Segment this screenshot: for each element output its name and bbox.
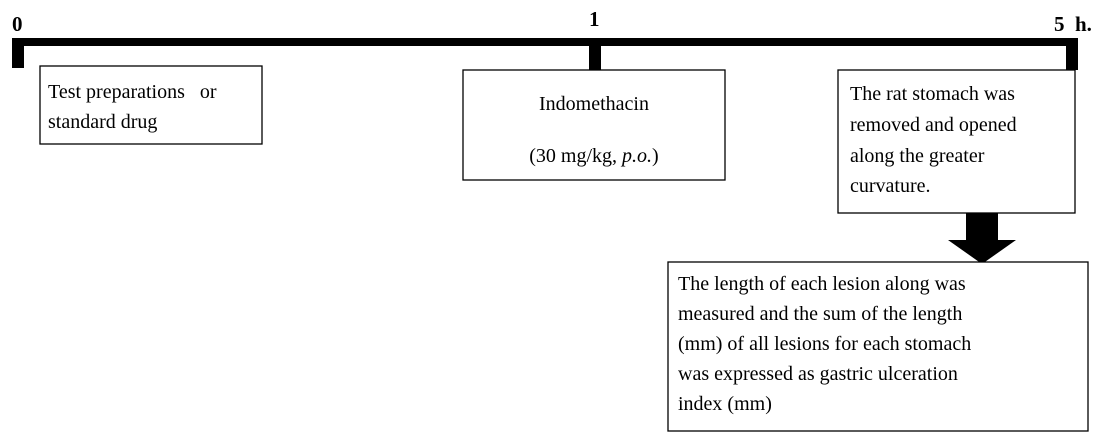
box	[667, 261, 1089, 432]
box	[837, 69, 1076, 214]
box-text: was expressed as gastric ulceration	[678, 363, 958, 385]
tick-1	[589, 38, 601, 70]
box-text: curvature.	[850, 175, 931, 197]
time-label: 5 h.	[1054, 12, 1092, 36]
box-text: (mm) of all lesions for each stomach	[678, 333, 971, 355]
box-text: measured and the sum of the length	[678, 303, 962, 325]
dose-close: )	[652, 145, 659, 167]
box-text: (30 mg/kg, p.o.)	[529, 145, 658, 167]
arrow	[948, 213, 1016, 264]
box	[39, 65, 263, 145]
time-label: 0	[12, 12, 23, 36]
box-text: index (mm)	[678, 393, 772, 415]
box	[462, 69, 726, 181]
box-text: standard drug	[48, 111, 157, 133]
box-text: along the greater	[850, 145, 985, 167]
time-label: 1	[589, 7, 600, 31]
route: p.o.	[620, 145, 652, 167]
box-text: The rat stomach was	[850, 83, 1015, 105]
box-text: Test preparations or	[48, 81, 217, 103]
tick-5	[1066, 38, 1078, 70]
dose: (30 mg/kg,	[529, 145, 622, 167]
tick-0	[12, 38, 24, 68]
box-text: removed and opened	[850, 114, 1017, 136]
box-text: Indomethacin	[539, 93, 649, 115]
timeline-bar	[12, 38, 1078, 46]
box-text: The length of each lesion along was	[678, 273, 966, 295]
